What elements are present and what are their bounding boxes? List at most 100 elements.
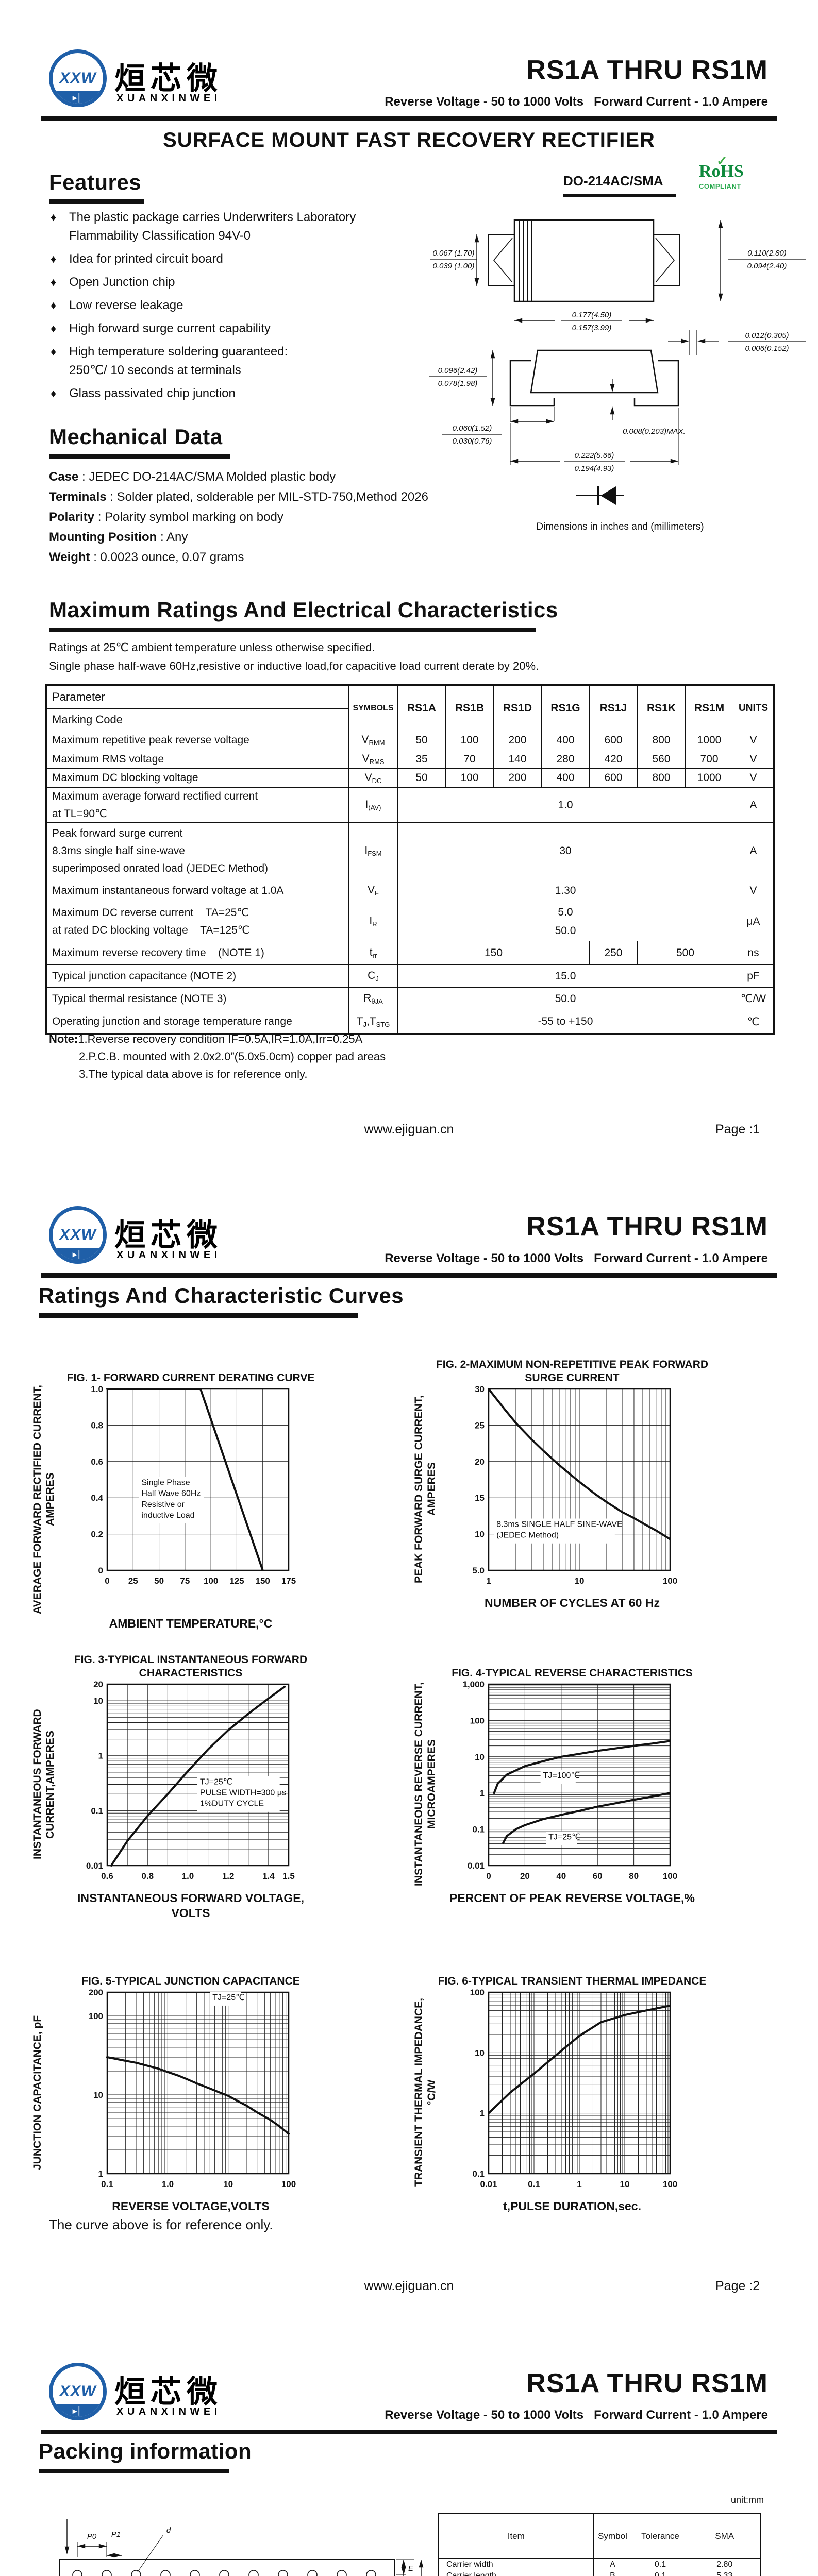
svg-text:TJ=25℃: TJ=25℃ xyxy=(548,1833,581,1842)
symbol-cell: CJ xyxy=(348,964,398,988)
svg-text:(JEDEC Method): (JEDEC Method) xyxy=(496,1531,559,1540)
svg-text:0.01: 0.01 xyxy=(468,1861,485,1871)
footer-page-number: Page :2 xyxy=(715,2279,760,2293)
svg-text:d: d xyxy=(166,2526,171,2535)
symbol-cell: VRMM xyxy=(348,731,398,750)
y-axis-label: JUNCTION CAPACITANCE, pF xyxy=(31,2015,43,2170)
param-header: Parameter Marking Code xyxy=(46,685,349,731)
ratings-condition-1: Ratings at 25℃ ambient temperature unles… xyxy=(49,641,375,654)
rohs-icon: RoHS ✓ COMPLIANT xyxy=(699,154,744,190)
features-list: ♦ The plastic package carries Underwriter… xyxy=(51,208,380,408)
svg-text:P1: P1 xyxy=(111,2530,121,2539)
table-cell: A xyxy=(593,2558,632,2570)
svg-text:25: 25 xyxy=(128,1576,138,1586)
x-axis-label: t,PULSE DURATION,sec. xyxy=(503,2199,641,2213)
svg-text:0.078(1.98): 0.078(1.98) xyxy=(438,379,478,388)
note-line: 2.P.C.B. mounted with 2.0x2.0”(5.0x5.0cm… xyxy=(79,1050,386,1063)
svg-text:60: 60 xyxy=(593,1871,603,1881)
svg-text:1: 1 xyxy=(98,2169,103,2179)
svg-text:0.1: 0.1 xyxy=(101,2179,113,2189)
value-cell: -55 to +150 xyxy=(397,1010,733,1035)
series-zth xyxy=(488,2005,671,2114)
page-subtitle: Reverse Voltage - 50 to 1000 Volts Forwa… xyxy=(385,95,768,109)
svg-text:20: 20 xyxy=(475,1457,485,1467)
svg-text:0.030(0.76): 0.030(0.76) xyxy=(453,437,492,446)
column-header: SMA xyxy=(688,2513,761,2559)
svg-text:200: 200 xyxy=(89,1988,103,1997)
svg-text:10: 10 xyxy=(93,1696,103,1706)
svg-text:1.2: 1.2 xyxy=(222,1871,235,1881)
x-axis-label: REVERSE VOLTAGE,VOLTS xyxy=(112,2199,270,2213)
value-cell: 15.0 xyxy=(397,964,733,988)
svg-text:TJ=25℃: TJ=25℃ xyxy=(200,1777,232,1786)
svg-text:E: E xyxy=(408,2564,414,2573)
ratings-condition-2: Single phase half-wave 60Hz,resistive or… xyxy=(49,659,539,672)
x-axis-label: NUMBER OF CYCLES AT 60 Hz xyxy=(485,1596,660,1609)
symbol-cell: trr xyxy=(348,941,398,965)
svg-text:0.6: 0.6 xyxy=(91,1457,103,1467)
svg-text:0.6: 0.6 xyxy=(101,1871,113,1881)
value-cell: 50 xyxy=(397,768,446,788)
y-axis-label: AVERAGE FORWARD RECTIFIED CURRENT, AMPER… xyxy=(31,1385,57,1614)
symbol-cell: TJ,TSTG xyxy=(348,1010,398,1035)
x-axis-label: AMBIENT TEMPERATURE,°C xyxy=(109,1616,273,1630)
mech-row: Case : JEDEC DO-214AC/SMA Molded plastic… xyxy=(49,470,336,484)
column-header: Symbol xyxy=(593,2513,632,2559)
figure-6: FIG. 6-TYPICAL TRANSIENT THERMAL IMPEDAN… xyxy=(412,1958,753,2214)
svg-text:5.0: 5.0 xyxy=(472,1566,485,1575)
svg-text:0.006(0.152): 0.006(0.152) xyxy=(745,344,789,353)
svg-text:0.1: 0.1 xyxy=(91,1806,103,1816)
symbol-cell: RθJA xyxy=(348,987,398,1011)
section-title: SURFACE MOUNT FAST RECOVERY RECTIFIER xyxy=(163,129,655,151)
logo-diode-icon: ►▏ xyxy=(71,1250,85,1259)
x-axis-label: PERCENT OF PEAK REVERSE VOLTAGE,% xyxy=(449,1891,695,1905)
brand-logo-icon: XXW ►▏ xyxy=(49,2363,107,2420)
svg-text:0.222(5.66): 0.222(5.66) xyxy=(575,451,614,460)
value-cell: 1.0 xyxy=(397,787,733,823)
value-cell: 1.30 xyxy=(397,879,733,903)
brand-logo-icon: XXW ►▏ xyxy=(49,1206,107,1264)
y-axis-label: INSTANTANEOUS REVERSE CURRENT, MICROAMPE… xyxy=(413,1682,438,1887)
fig3-plot: 0.6 0.8 1.0 1.2 1.4 1.5 0.01 0.1 1 10 20 TJ=25℃ PULS… xyxy=(86,1680,295,1881)
logo-diode-icon: ►▏ xyxy=(71,2407,85,2416)
svg-text:75: 75 xyxy=(180,1576,190,1586)
ratings-row: Maximum DC blocking voltage VDC 50 100 200 40… xyxy=(46,768,774,788)
svg-text:25: 25 xyxy=(475,1420,485,1430)
ratings-table: Parameter Marking Code SYMBOLS RS1A RS1B RS1D… xyxy=(45,684,775,1035)
svg-text:Dimensions in inches and (mill: Dimensions in inches and (millimeters) xyxy=(536,521,704,532)
figure-title: FIG. 1- FORWARD CURRENT DERATING CURVE xyxy=(66,1371,315,1384)
ratings-row: Maximum RMS voltage VRMS 35 70 140 280 420 560 7… xyxy=(46,749,774,769)
svg-text:125: 125 xyxy=(229,1576,244,1586)
header-divider xyxy=(41,2430,777,2434)
series-TJ=100C xyxy=(493,1740,671,1794)
symbol-cell: IR xyxy=(348,902,398,942)
svg-text:0.4: 0.4 xyxy=(91,1493,103,1503)
svg-text:TJ=25℃: TJ=25℃ xyxy=(212,1993,245,2002)
svg-text:P0: P0 xyxy=(87,2532,97,2541)
svg-text:PULSE WIDTH=300 μs: PULSE WIDTH=300 μs xyxy=(200,1789,286,1798)
svg-text:1: 1 xyxy=(486,1576,491,1586)
svg-text:8.3ms SINGLE HALF SINE-WAVE: 8.3ms SINGLE HALF SINE-WAVE xyxy=(496,1520,623,1529)
ratings-row: Maximum DC reverse current TA=25℃ at rat… xyxy=(46,902,774,942)
series-vf xyxy=(110,1685,286,1867)
fig1-plot: 0 25 50 75 100 125 150 175 0 0.2 0.4 0.6 0.8 1.0 Singl… xyxy=(91,1385,296,1586)
svg-text:0.8: 0.8 xyxy=(141,1871,154,1881)
value-cell: 600 xyxy=(589,768,638,788)
symbol-cell: VDC xyxy=(348,768,398,788)
svg-text:1.0: 1.0 xyxy=(91,1385,103,1394)
page-title: RS1A THRU RS1M xyxy=(526,55,768,85)
brand-chinese: 烜芯微 xyxy=(114,61,223,96)
svg-text:80: 80 xyxy=(629,1871,639,1881)
table-cell: Carrier width xyxy=(438,2558,594,2570)
series-TJ=25C xyxy=(502,1792,671,1844)
feature-item: ♦ Low reverse leakage xyxy=(51,296,380,315)
check-icon: ✓ xyxy=(716,154,728,168)
symbol-cell: VRMS xyxy=(348,749,398,769)
ratings-heading: Maximum Ratings And Electrical Character… xyxy=(49,598,558,622)
svg-text:1: 1 xyxy=(577,2179,581,2189)
unit-note: unit:mm xyxy=(731,2495,764,2505)
mech-row: Mounting Position : Any xyxy=(49,530,188,544)
y-axis-label: INSTANTANEOUS FORWARD CURRENT,AMPERES xyxy=(31,1709,57,1860)
svg-text:0.8: 0.8 xyxy=(91,1420,103,1430)
ratings-row: Maximum average forward rectified curren… xyxy=(46,787,774,823)
